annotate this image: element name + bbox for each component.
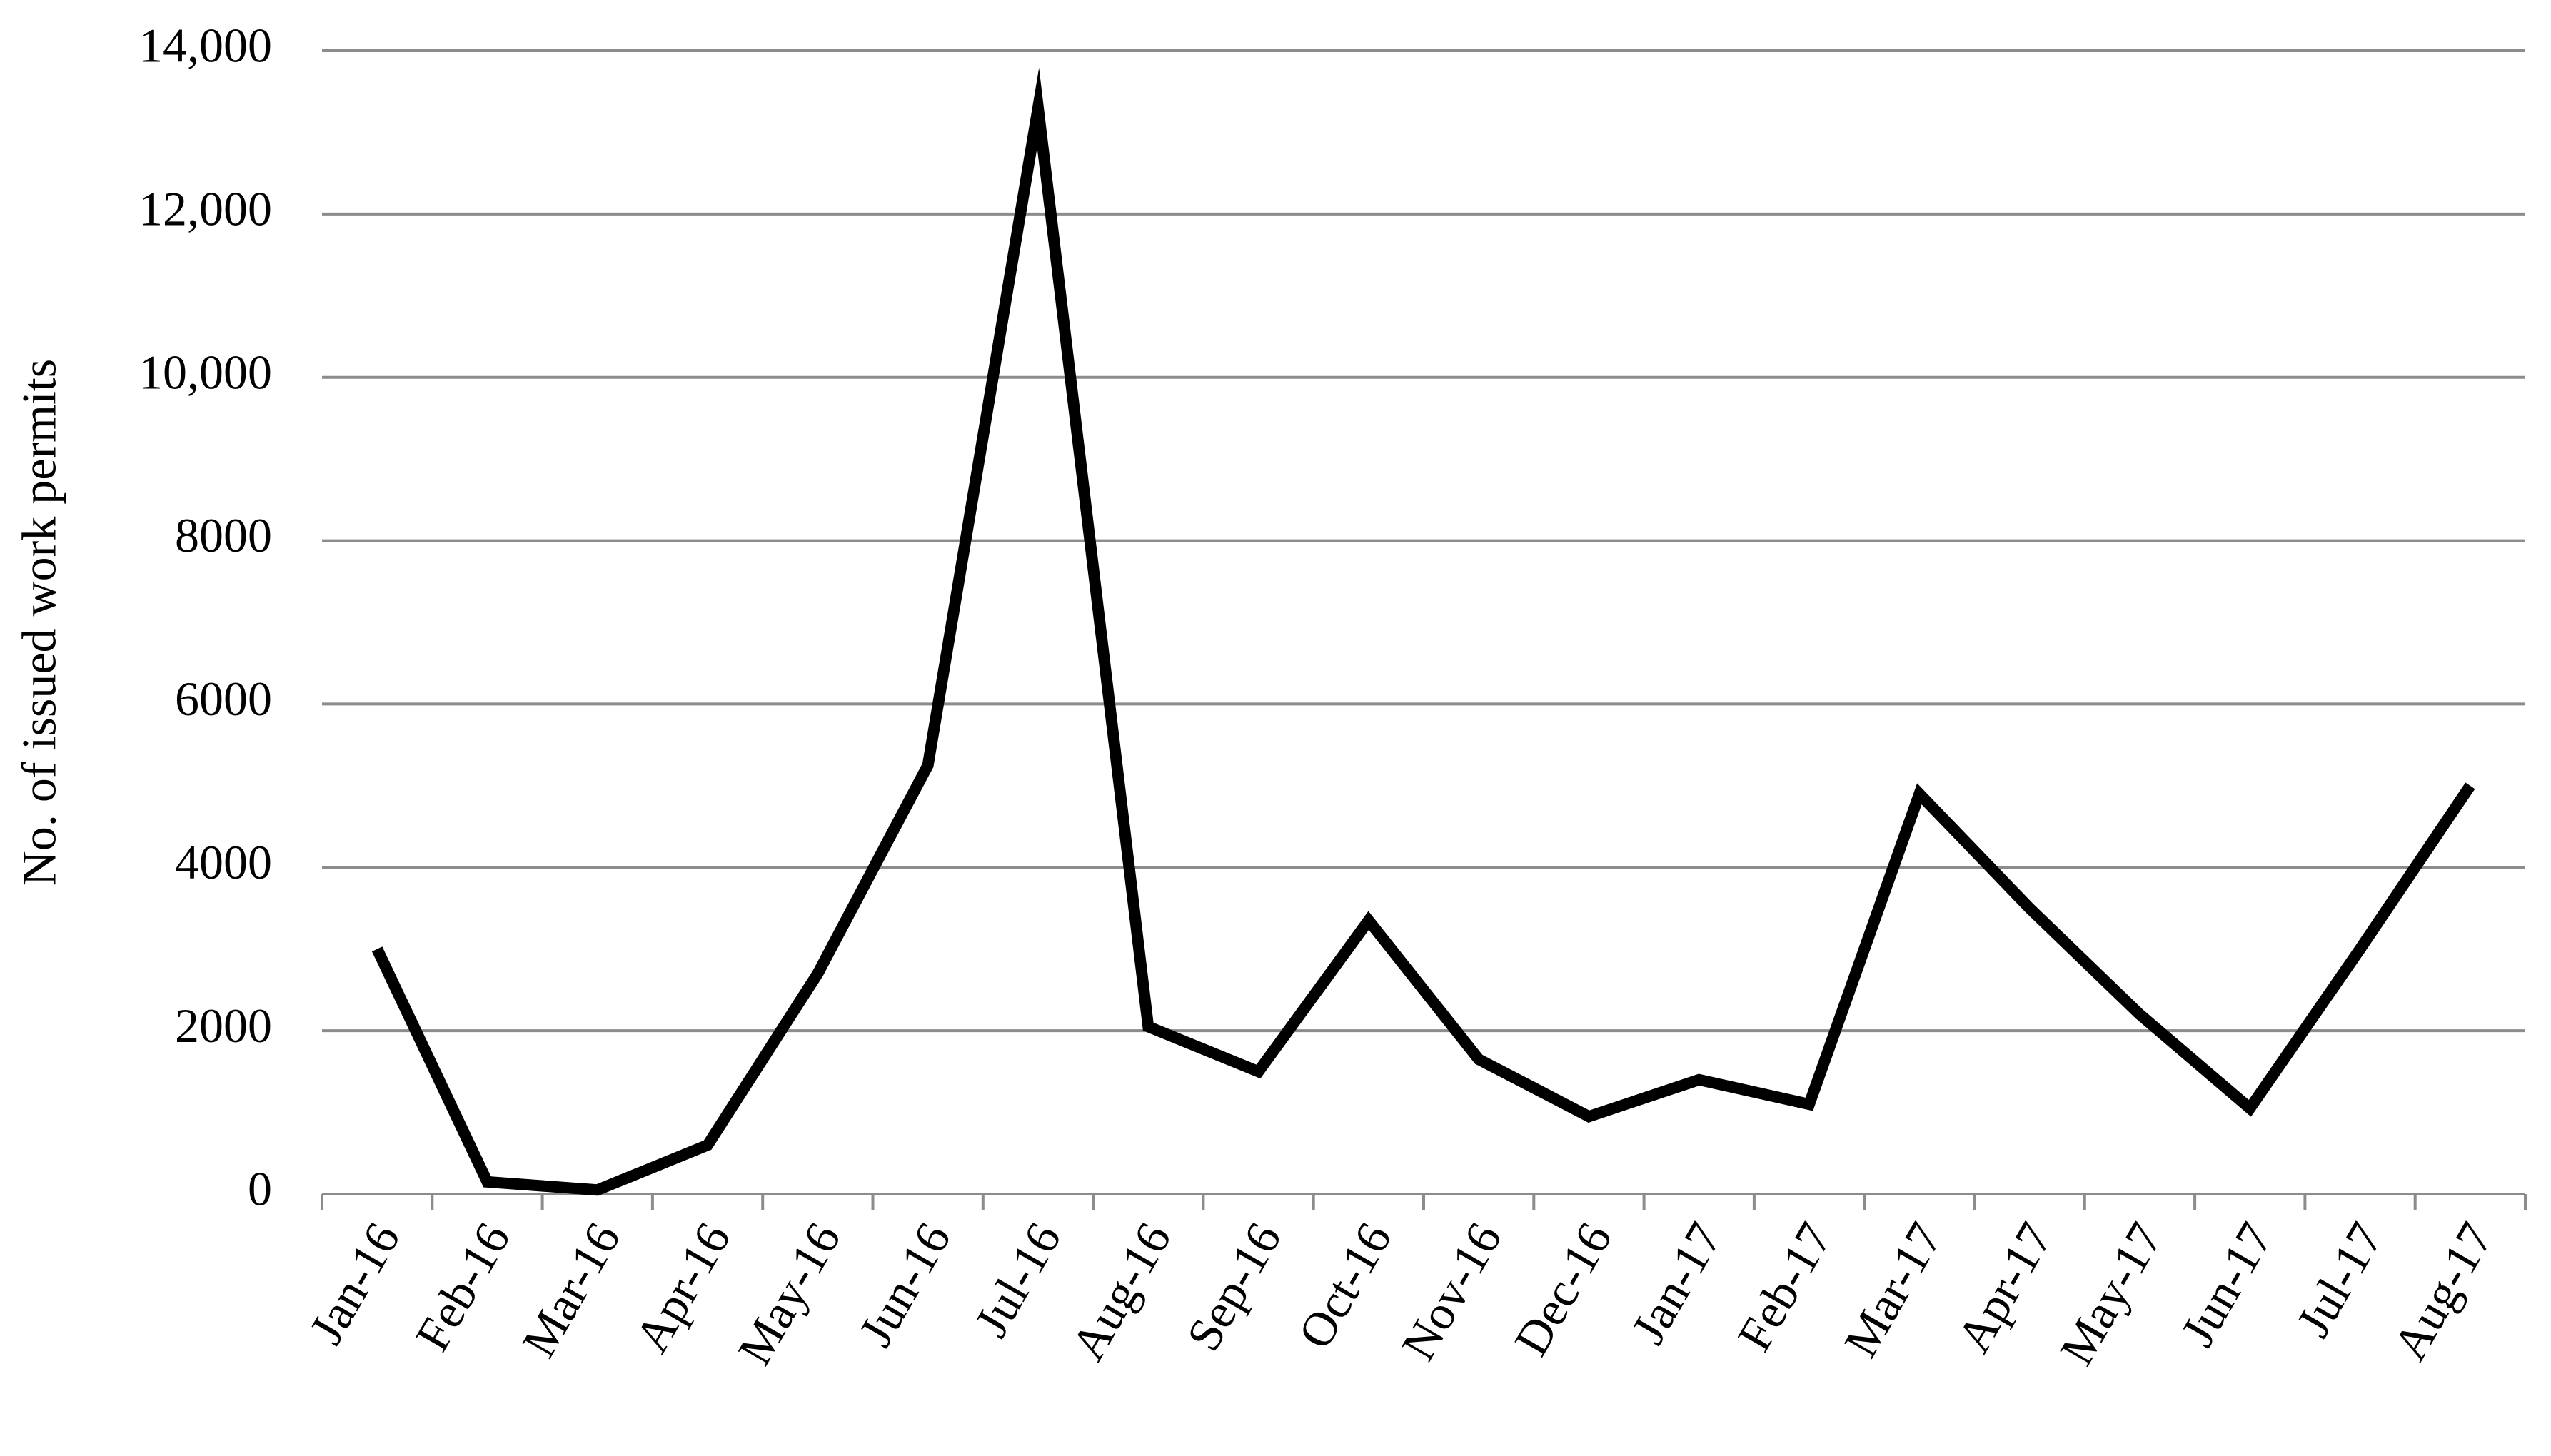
x-tick-label: May-16: [727, 1213, 850, 1373]
x-tick-label: Oct-16: [1287, 1213, 1402, 1358]
y-tick-label: 4000: [175, 835, 272, 889]
x-tick-label: Jan-16: [298, 1213, 410, 1353]
x-tick-label: Jun-16: [848, 1213, 961, 1355]
x-tick-label: Jun-17: [2170, 1213, 2283, 1355]
y-axis-label: No. of issued work permits: [12, 359, 66, 886]
data-line: [371, 67, 2475, 1196]
x-tick-label: Feb-17: [1726, 1213, 1842, 1360]
x-tick-label: Aug-17: [2383, 1213, 2504, 1369]
x-tick-label: Dec-16: [1504, 1213, 1622, 1364]
x-tick-label: Jul-17: [2285, 1213, 2393, 1345]
x-tick-label: Jan-17: [1621, 1213, 1732, 1353]
x-tick-label: Sep-16: [1176, 1213, 1292, 1360]
y-tick-label: 0: [248, 1162, 272, 1216]
x-tick-label: Nov-16: [1391, 1213, 1512, 1369]
x-tick-label: Mar-16: [511, 1213, 630, 1365]
x-tick-label: Feb-16: [405, 1213, 520, 1360]
x-tick-label: Apr-16: [624, 1213, 740, 1361]
y-tick-label: 8000: [175, 508, 272, 562]
y-tick-label: 2000: [175, 999, 272, 1053]
y-tick-label: 10,000: [139, 345, 272, 399]
x-tick-label: May-17: [2049, 1213, 2173, 1373]
x-tick-label: Jul-16: [964, 1213, 1072, 1345]
x-tick-label: Aug-16: [1060, 1213, 1182, 1369]
y-tick-label: 12,000: [139, 181, 272, 236]
y-tick-label: 6000: [175, 672, 272, 726]
y-tick-label: 14,000: [139, 19, 272, 73]
x-tick-label: Apr-17: [1946, 1213, 2063, 1361]
x-tick-label: Mar-17: [1833, 1213, 1953, 1365]
